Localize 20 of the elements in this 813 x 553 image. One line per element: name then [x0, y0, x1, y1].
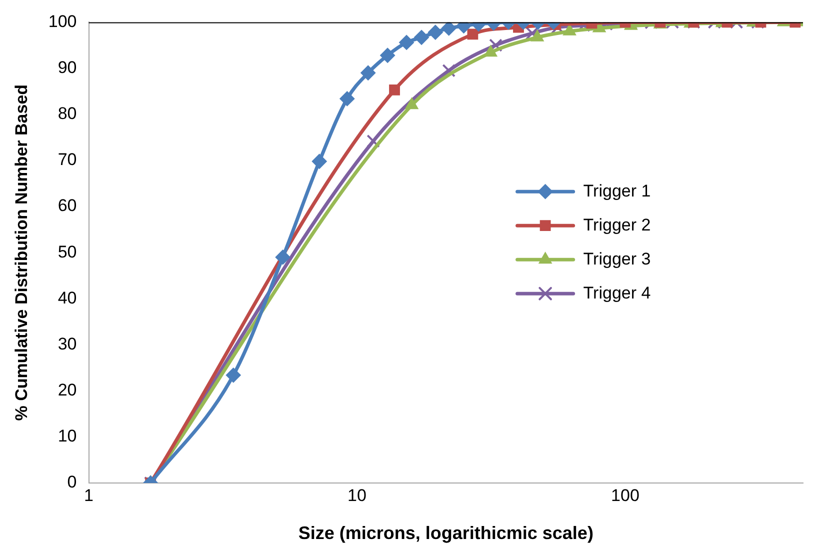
- x-tick-label: 10: [348, 486, 366, 505]
- x-tick-label: 1: [84, 486, 94, 505]
- y-tick-label: 100: [48, 12, 77, 31]
- x-axis-title: Size (microns, logarithicmic scale): [298, 523, 594, 544]
- y-tick-label: 90: [58, 58, 77, 77]
- legend-label: Trigger 4: [583, 283, 651, 302]
- y-axis-title: % Cumulative Distribution Number Based: [12, 84, 31, 421]
- y-tick-label: 60: [58, 196, 77, 216]
- y-tick-label: 30: [58, 334, 77, 354]
- x-tick-label: 100: [611, 486, 640, 505]
- y-tick-label: 70: [58, 150, 77, 170]
- y-tick-label: 80: [58, 104, 77, 124]
- y-tick-label: 50: [58, 242, 77, 262]
- legend-label: Trigger 2: [583, 215, 651, 234]
- y-tick-label: 0: [67, 472, 77, 492]
- y-tick-label: 40: [58, 288, 77, 308]
- legend-label: Trigger 3: [583, 249, 651, 268]
- y-tick-label: 20: [58, 380, 77, 400]
- legend-label: Trigger 1: [583, 181, 651, 200]
- y-tick-label: 10: [58, 426, 77, 446]
